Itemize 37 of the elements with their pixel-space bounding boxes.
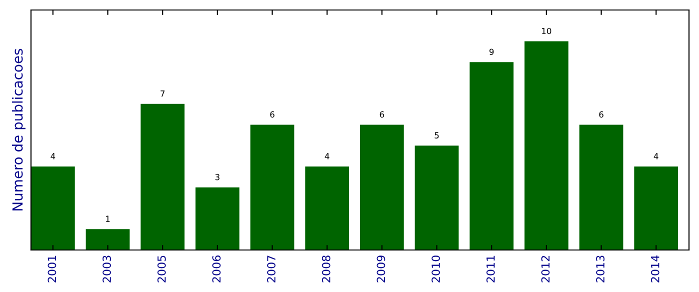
data-label: 6 (599, 111, 604, 118)
data-label: 3 (215, 174, 220, 180)
data-label: 4 (654, 153, 658, 160)
bar (140, 104, 185, 250)
bar (250, 124, 294, 250)
x-tick-label: 2005 (157, 256, 166, 282)
bar (470, 62, 514, 250)
data-label: 10 (542, 28, 552, 34)
bar (86, 229, 130, 250)
data-label: 5 (434, 132, 439, 138)
x-tick-label: 2006 (212, 256, 221, 282)
bar (414, 146, 459, 250)
data-label: 9 (489, 48, 494, 56)
x-tick-label: 2009 (376, 256, 386, 282)
x-tick-label: 2007 (267, 256, 276, 282)
data-label: 6 (380, 111, 384, 118)
x-tick-label: 2013 (596, 256, 604, 282)
x-tick-label: 2003 (102, 256, 111, 282)
x-tick-label: 2014 (650, 255, 660, 282)
bar (634, 166, 678, 250)
data-label: 4 (50, 153, 56, 160)
data-label: 6 (270, 111, 274, 118)
bar (31, 166, 75, 250)
data-label: 1 (106, 216, 110, 222)
x-tick-label: 2010 (432, 256, 440, 282)
bar (579, 124, 624, 250)
x-tick-label: 2011 (486, 256, 495, 282)
data-label: 4 (324, 153, 330, 160)
x-tick-label: 2008 (322, 256, 330, 282)
y-axis-title: Numero de publicacoes (12, 48, 26, 210)
x-tick-label: 2012 (541, 256, 550, 282)
x-tick-label: 2001 (48, 256, 56, 282)
bar (305, 166, 350, 250)
bar (360, 124, 404, 250)
data-label: 7 (160, 90, 165, 97)
bar (196, 187, 240, 250)
bar (524, 41, 568, 250)
